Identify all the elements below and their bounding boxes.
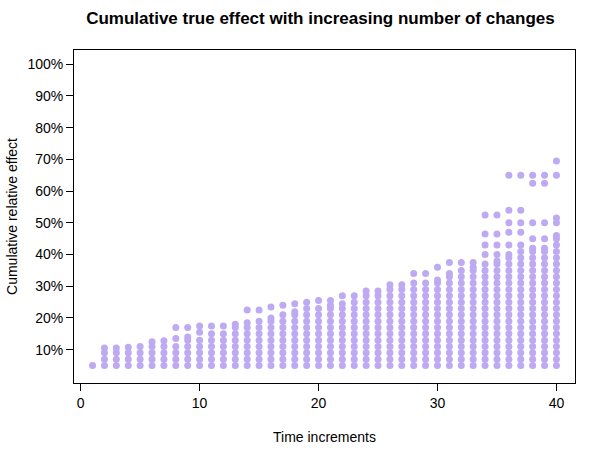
svg-text:30: 30 bbox=[430, 395, 446, 411]
svg-text:30%: 30% bbox=[35, 278, 63, 294]
svg-text:40: 40 bbox=[549, 395, 565, 411]
svg-text:Time increments: Time increments bbox=[273, 429, 376, 445]
svg-text:100%: 100% bbox=[27, 56, 63, 72]
svg-text:Cumulative relative effect: Cumulative relative effect bbox=[4, 138, 20, 295]
svg-text:20%: 20% bbox=[35, 310, 63, 326]
svg-text:60%: 60% bbox=[35, 183, 63, 199]
svg-text:10%: 10% bbox=[35, 342, 63, 358]
svg-text:90%: 90% bbox=[35, 88, 63, 104]
svg-text:20: 20 bbox=[311, 395, 327, 411]
svg-text:80%: 80% bbox=[35, 120, 63, 136]
svg-text:40%: 40% bbox=[35, 246, 63, 262]
svg-text:50%: 50% bbox=[35, 215, 63, 231]
svg-text:10: 10 bbox=[192, 395, 208, 411]
svg-text:70%: 70% bbox=[35, 151, 63, 167]
svg-text:0: 0 bbox=[77, 395, 85, 411]
svg-text:Cumulative true effect with in: Cumulative true effect with increasing n… bbox=[86, 9, 555, 28]
